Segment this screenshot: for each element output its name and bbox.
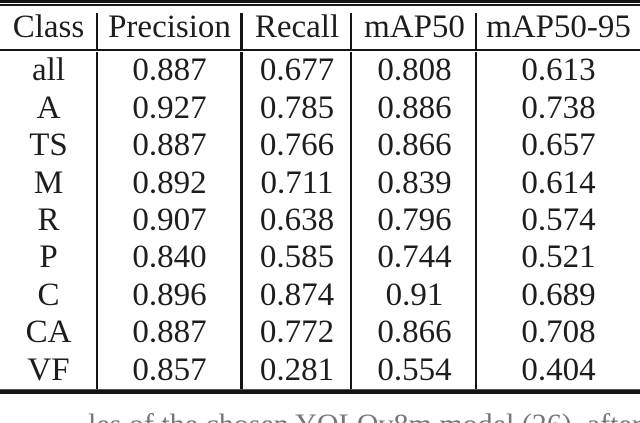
header-separator-rule xyxy=(0,49,640,51)
row-class-label: R xyxy=(37,201,60,238)
column-divider xyxy=(350,13,352,49)
table-row: M 0.892 0.711 0.839 0.614 xyxy=(0,164,640,201)
row-class-label: all xyxy=(32,52,65,89)
table-row: CA 0.887 0.772 0.866 0.708 xyxy=(0,314,640,351)
column-divider xyxy=(240,52,243,389)
table-bottom-rule xyxy=(0,389,640,394)
table-cell: 0.907 xyxy=(132,201,207,238)
table-cell: 0.839 xyxy=(377,164,452,201)
table-row: C 0.896 0.874 0.91 0.689 xyxy=(0,277,640,314)
table-row: all 0.887 0.677 0.808 0.613 xyxy=(0,52,640,89)
table-cell: 0.281 xyxy=(259,351,335,388)
column-divider xyxy=(96,13,98,49)
table-cell: 0.840 xyxy=(132,239,207,276)
table-row: TS 0.887 0.766 0.866 0.657 xyxy=(0,127,640,164)
table-top-rule-thin xyxy=(0,4,640,6)
table-cell: 0.91 xyxy=(385,276,444,313)
table-cell: 0.892 xyxy=(132,164,207,201)
column-header-map50-95: mAP50-95 xyxy=(486,9,631,45)
table-cell: 0.554 xyxy=(377,351,452,388)
table-top-rule-thick xyxy=(0,0,640,3)
table-cell: 0.808 xyxy=(377,52,452,89)
table-cell: 0.766 xyxy=(259,127,335,164)
table-cell: 0.744 xyxy=(377,239,452,276)
table-cell: 0.886 xyxy=(377,89,452,126)
table-cell: 0.738 xyxy=(521,89,596,126)
caption-fragment: les of the chosen YOLOv8m model (26), af… xyxy=(88,408,640,423)
header-row: Class Precision Recall mAP50 mAP50-95 xyxy=(0,6,640,49)
table-row: VF 0.857 0.281 0.554 0.404 xyxy=(0,352,640,389)
table-cell: 0.887 xyxy=(132,127,207,164)
table-cell: 0.866 xyxy=(377,314,452,351)
row-class-label: A xyxy=(36,89,61,126)
table-cell: 0.896 xyxy=(132,276,207,313)
table-cell: 0.521 xyxy=(521,239,596,276)
column-header-class: Class xyxy=(12,9,85,45)
row-class-label: TS xyxy=(29,127,68,164)
row-class-label: VF xyxy=(27,351,70,388)
table-row: R 0.907 0.638 0.796 0.574 xyxy=(0,202,640,239)
table-cell: 0.657 xyxy=(521,127,596,164)
column-divider xyxy=(240,13,243,49)
row-class-label: CA xyxy=(25,314,72,351)
table-cell: 0.638 xyxy=(259,201,335,238)
table-cell: 0.887 xyxy=(132,314,207,351)
table-cell: 0.574 xyxy=(521,201,596,238)
column-header-recall: Recall xyxy=(254,9,340,45)
column-divider xyxy=(475,13,477,49)
table-cell: 0.772 xyxy=(259,314,335,351)
table-cell: 0.613 xyxy=(521,52,596,89)
row-class-label: P xyxy=(39,239,58,276)
table-row: P 0.840 0.585 0.744 0.521 xyxy=(0,239,640,276)
row-class-label: M xyxy=(33,164,64,201)
table-cell: 0.927 xyxy=(132,89,207,126)
table-cell: 0.857 xyxy=(132,351,207,388)
table-row: A 0.927 0.785 0.886 0.738 xyxy=(0,89,640,126)
table-cell: 0.874 xyxy=(259,276,335,313)
table-cell: 0.689 xyxy=(521,276,596,313)
table-cell: 0.585 xyxy=(259,239,335,276)
table-cell: 0.866 xyxy=(377,127,452,164)
table-cell: 0.887 xyxy=(132,52,207,89)
table-cell: 0.785 xyxy=(259,89,335,126)
table-cell: 0.404 xyxy=(521,351,596,388)
column-divider xyxy=(350,52,352,389)
column-divider xyxy=(96,52,98,389)
table-cell: 0.711 xyxy=(260,164,334,201)
table-cell: 0.796 xyxy=(377,201,452,238)
table-cell: 0.677 xyxy=(259,52,335,89)
column-header-precision: Precision xyxy=(108,9,231,45)
table-cell: 0.614 xyxy=(521,164,596,201)
row-class-label: C xyxy=(37,276,60,313)
column-divider xyxy=(475,52,477,389)
table-cell: 0.708 xyxy=(521,314,596,351)
column-header-map50: mAP50 xyxy=(364,9,465,45)
table-body: all 0.887 0.677 0.808 0.613 A 0.927 0.785 0.886 0… xyxy=(0,52,640,389)
